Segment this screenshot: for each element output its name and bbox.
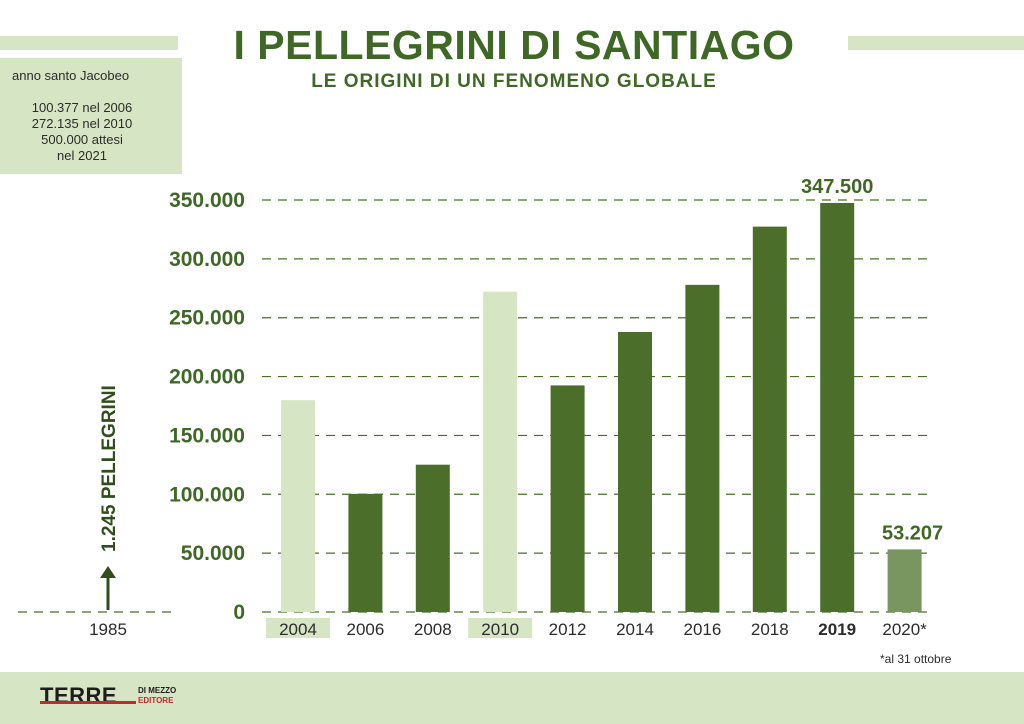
bar-2008	[415, 464, 450, 612]
x-tick-highlight	[266, 618, 330, 638]
y-tick-label: 350.000	[169, 189, 245, 212]
y-tick-label: 50.000	[181, 542, 245, 565]
value-label: 53.207	[882, 522, 943, 544]
holy-year-info-box: anno santo Jacobeo 100.377 nel 2006 272.…	[0, 58, 182, 174]
x-tick-label: 2012	[549, 620, 587, 639]
y-tick-label: 100.000	[169, 483, 245, 506]
value-label: 347.500	[801, 176, 873, 198]
x-tick-label: 2018	[751, 620, 789, 639]
x-tick-label-1985: 1985	[89, 620, 127, 639]
logo-main-text: TERRE	[40, 683, 118, 708]
info-line: nel 2021	[57, 148, 107, 163]
info-line: 272.135 nel 2010	[31, 116, 133, 131]
bar-2019	[820, 202, 855, 612]
x-tick-label: 2010	[481, 620, 519, 639]
bar-2016	[685, 284, 720, 612]
bar-2006	[348, 493, 383, 612]
info-line: 500.000 attesi	[41, 132, 123, 147]
y-tick-label: 150.000	[169, 424, 245, 447]
x-tick-highlight	[468, 618, 533, 638]
y-tick-label: 250.000	[169, 307, 245, 330]
up-arrow-icon	[100, 566, 116, 578]
y-tick-label: 300.000	[169, 248, 245, 271]
header-band-right	[848, 36, 1024, 50]
x-tick-label: 2014	[616, 620, 654, 639]
y-tick-label: 200.000	[169, 366, 245, 389]
header-band-left	[0, 36, 178, 50]
info-line: 100.377 nel 2006	[31, 100, 133, 115]
x-tick-label: 2019	[818, 620, 856, 639]
logo-sub-text: DI MEZZO	[138, 686, 177, 695]
x-tick-label: 2004	[279, 620, 317, 639]
x-tick-label: 2016	[683, 620, 721, 639]
footer-band	[0, 672, 1024, 724]
bar-2020	[887, 549, 922, 612]
logo-sub-text-red: EDITORE	[138, 696, 174, 705]
info-heading: anno santo Jacobeo	[12, 68, 130, 83]
x-tick-label: 2020*	[882, 620, 927, 639]
bar-2018	[752, 226, 787, 612]
pilgrims-bar-chart: 0 50.000 100.000 150.000 200.000 250.000 300.0…	[18, 176, 943, 639]
bar-2004	[281, 400, 315, 612]
y-tick-label: 0	[233, 601, 245, 624]
x-tick-label: 2008	[414, 620, 452, 639]
x-tick-label: 2006	[346, 620, 384, 639]
bar-2014	[618, 331, 652, 612]
logo-underline	[40, 701, 136, 704]
page-title: I PELLEGRINI DI SANTIAGO	[233, 22, 795, 68]
bar-2010	[483, 291, 518, 612]
page-subtitle: LE ORIGINI DI UN FENOMENO GLOBALE	[311, 71, 717, 92]
footnote: *al 31 ottobre	[880, 652, 952, 666]
bar-2012	[550, 385, 585, 612]
extra-point-label: 1.245 PELLEGRINI	[99, 385, 120, 552]
